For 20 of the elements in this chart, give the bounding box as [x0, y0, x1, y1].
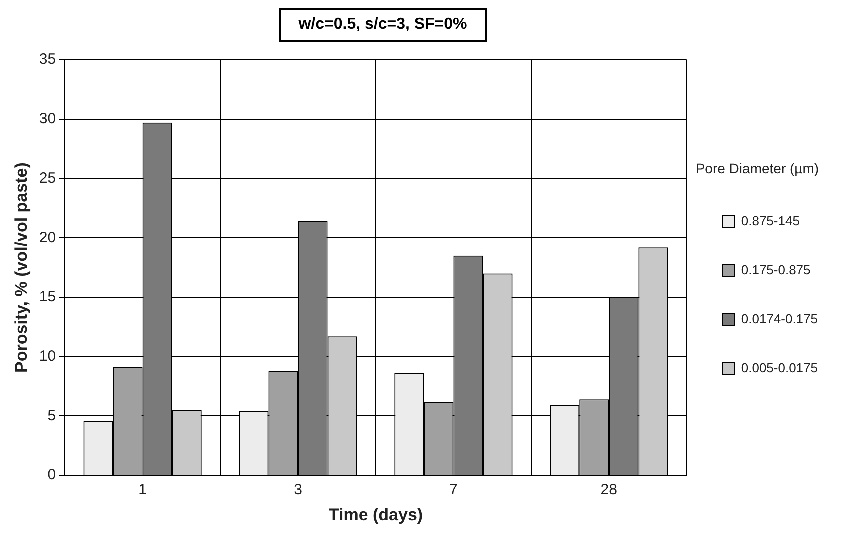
y-tick-label: 0: [48, 466, 56, 484]
x-tick-label: 28: [600, 482, 618, 499]
y-tick-label: 25: [39, 170, 56, 187]
legend-title: Pore Diameter (µm): [696, 160, 820, 176]
legend-label: 0.005-0.0175: [741, 360, 818, 376]
y-tick-label: 35: [39, 51, 56, 68]
y-axis-title: Porosity, % (vol/vol paste): [12, 162, 31, 373]
chart-title: w/c=0.5, s/c=3, SF=0%: [278, 8, 488, 42]
x-tick-label: 3: [294, 482, 302, 499]
y-tick-label: 20: [39, 229, 56, 246]
y-tick-label: 5: [48, 407, 56, 424]
y-tick-label: 15: [39, 288, 56, 306]
legend-label: 0.175-0.875: [741, 262, 811, 278]
legend-label: 0.0174-0.175: [741, 311, 818, 326]
x-tick-label: 7: [450, 482, 458, 499]
y-tick-label: 10: [39, 348, 56, 365]
y-tick-label: 30: [39, 110, 56, 128]
x-tick-label: 1: [138, 482, 147, 499]
legend-label: 0.875-145: [741, 213, 800, 228]
x-axis-title: Time (days): [328, 505, 424, 524]
